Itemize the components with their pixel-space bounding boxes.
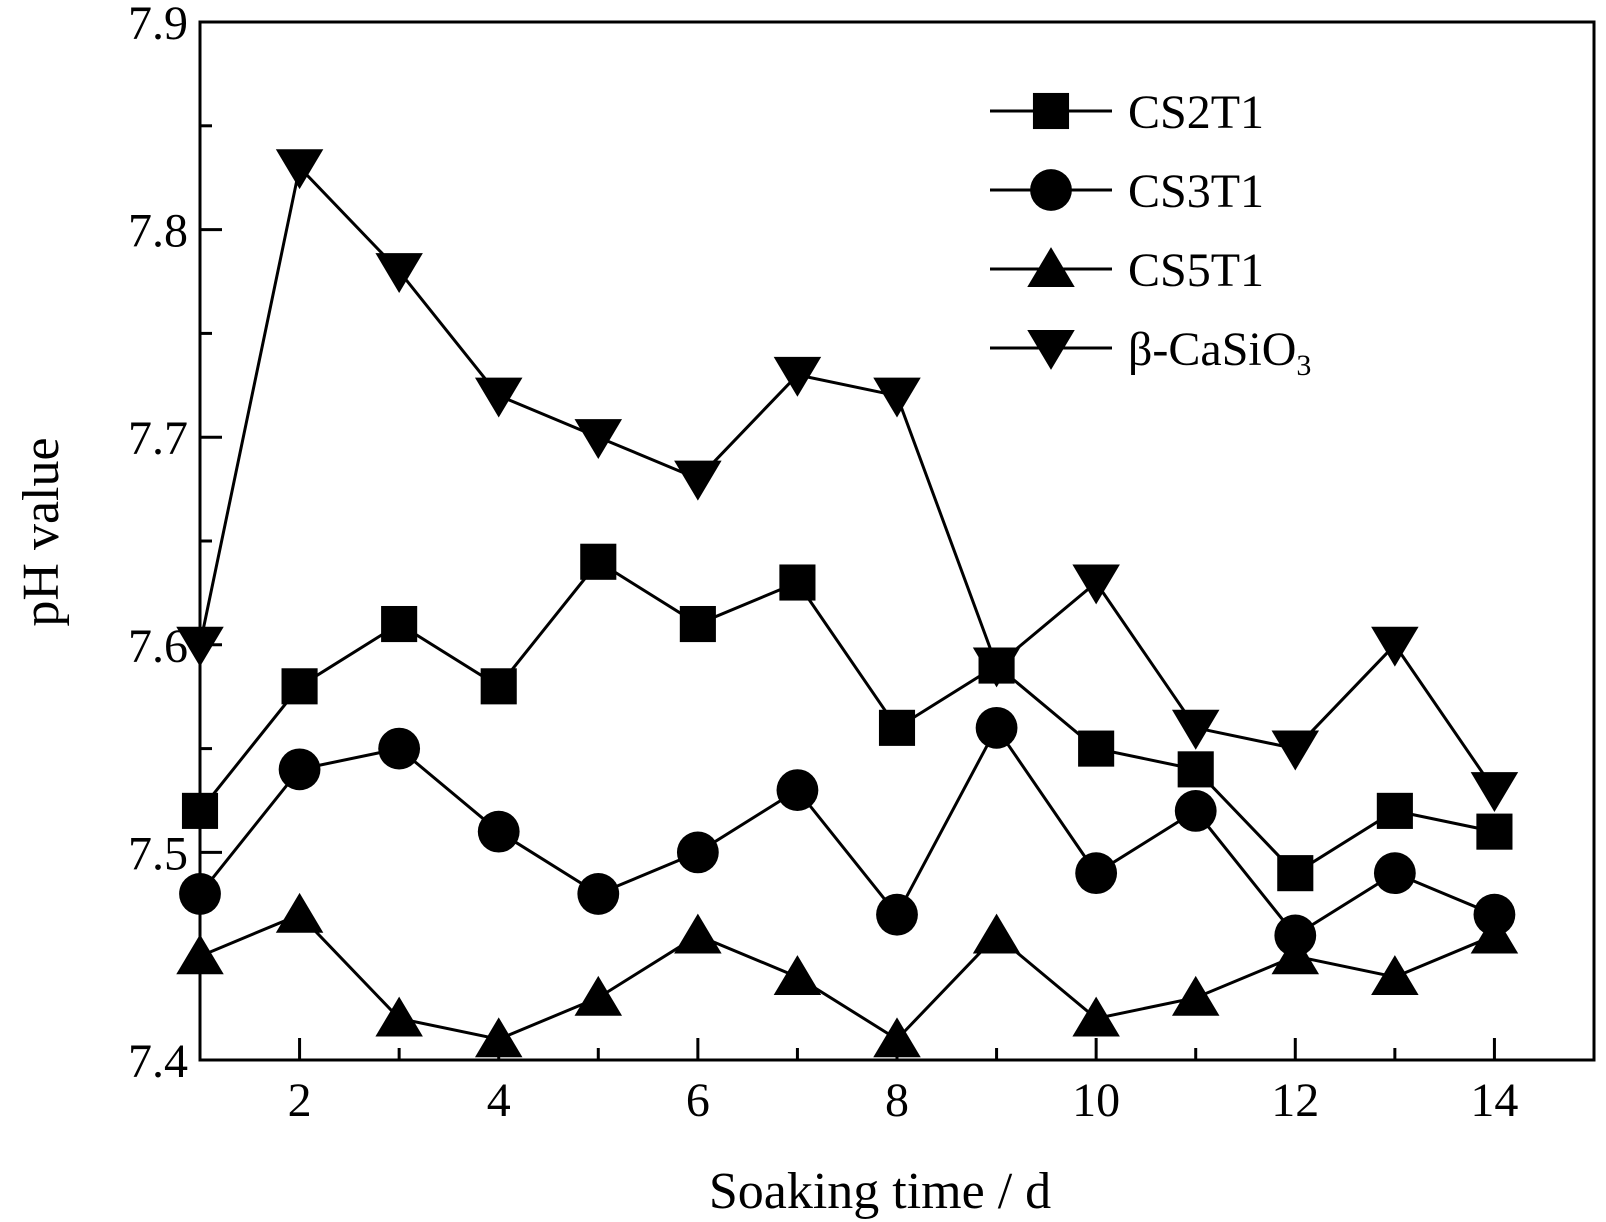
x-tick-label: 2 <box>288 1074 312 1127</box>
data-point <box>878 709 916 746</box>
data-point <box>278 748 321 791</box>
y-tick-label: 7.7 <box>128 412 188 465</box>
x-axis-label: Soaking time / d <box>709 1163 1051 1220</box>
data-point <box>873 377 921 418</box>
legend-entry-1: CS3T1 <box>990 165 1264 218</box>
data-point <box>1271 730 1320 771</box>
y-tick-label: 7.8 <box>128 205 188 258</box>
data-point <box>674 460 722 501</box>
data-point <box>1171 975 1220 1016</box>
data-point <box>179 873 221 915</box>
data-point <box>378 727 421 770</box>
data-point <box>1072 996 1120 1037</box>
legend-label: β-CaSiO3 <box>1128 323 1311 382</box>
series-1 <box>179 706 1516 957</box>
data-point <box>281 668 318 705</box>
y-tick-label: 7.4 <box>128 1035 188 1088</box>
legend: CS2T1 CS3T1 CS5T1 β-CaSiO3 <box>990 86 1311 382</box>
data-point <box>176 626 224 667</box>
legend-marker <box>1032 92 1070 130</box>
series-line <box>198 164 1496 791</box>
legend-label: CS5T1 <box>1128 244 1264 297</box>
data-point <box>1371 955 1419 996</box>
data-point <box>972 647 1021 688</box>
data-point <box>1371 626 1419 667</box>
y-tick-label: 7.9 <box>128 0 188 50</box>
data-point <box>477 810 520 853</box>
data-point <box>773 356 822 397</box>
legend-marker <box>1027 247 1075 288</box>
data-point <box>381 605 418 643</box>
axes: 2 4 6 8 10 12 147.47.57.67.77.87.9 <box>128 0 1596 1127</box>
x-tick-label: 10 <box>1072 1074 1120 1127</box>
data-point <box>776 769 819 812</box>
series-group <box>176 149 1519 1058</box>
legend-label: CS2T1 <box>1128 86 1264 139</box>
data-point <box>474 1017 523 1058</box>
data-point <box>1277 855 1314 892</box>
data-point <box>574 975 623 1016</box>
legend-entry-0: CS2T1 <box>990 86 1264 139</box>
data-point <box>1470 772 1519 812</box>
series-line <box>198 724 1496 938</box>
legend-entry-2: CS5T1 <box>990 244 1264 297</box>
data-point <box>975 706 1018 749</box>
data-point <box>1171 709 1220 750</box>
data-point <box>480 668 517 705</box>
data-point <box>181 792 219 829</box>
x-tick-label: 12 <box>1271 1074 1319 1127</box>
x-tick-label: 4 <box>487 1074 511 1127</box>
data-point <box>1075 852 1118 895</box>
data-point <box>1174 789 1217 832</box>
y-tick-label: 7.5 <box>128 827 188 880</box>
legend-entry-3: β-CaSiO3 <box>990 323 1311 382</box>
data-point <box>873 1017 921 1058</box>
data-point <box>876 893 918 936</box>
data-point <box>972 913 1021 954</box>
data-point <box>1470 913 1519 954</box>
data-point <box>1072 564 1120 605</box>
series-0 <box>181 543 1513 892</box>
data-point <box>176 934 224 975</box>
series-2 <box>176 892 1519 1058</box>
legend-marker <box>1030 169 1072 211</box>
data-point <box>375 253 423 293</box>
data-point <box>474 377 523 418</box>
data-point <box>679 605 716 643</box>
legend-marker <box>1027 329 1075 370</box>
data-point <box>580 543 617 580</box>
legend-label: CS3T1 <box>1128 165 1264 218</box>
data-point <box>674 913 722 954</box>
x-tick-label: 8 <box>885 1074 909 1127</box>
data-point <box>375 996 423 1037</box>
data-point <box>676 831 719 874</box>
data-point <box>1376 792 1413 829</box>
data-point <box>779 564 816 601</box>
x-tick-label: 6 <box>686 1074 710 1127</box>
data-point <box>1271 934 1320 975</box>
data-point <box>275 149 324 190</box>
data-point <box>577 873 620 915</box>
data-point <box>773 955 822 996</box>
data-point <box>1373 852 1416 895</box>
data-point <box>1177 751 1214 788</box>
data-point <box>574 419 623 460</box>
series-3 <box>176 149 1519 812</box>
data-point <box>275 892 324 933</box>
x-tick-label: 14 <box>1470 1074 1518 1127</box>
data-point <box>1078 730 1115 767</box>
y-axis-label: pH value <box>13 437 70 626</box>
legend-label-subscript: 3 <box>1296 349 1311 382</box>
data-point <box>1476 813 1513 850</box>
